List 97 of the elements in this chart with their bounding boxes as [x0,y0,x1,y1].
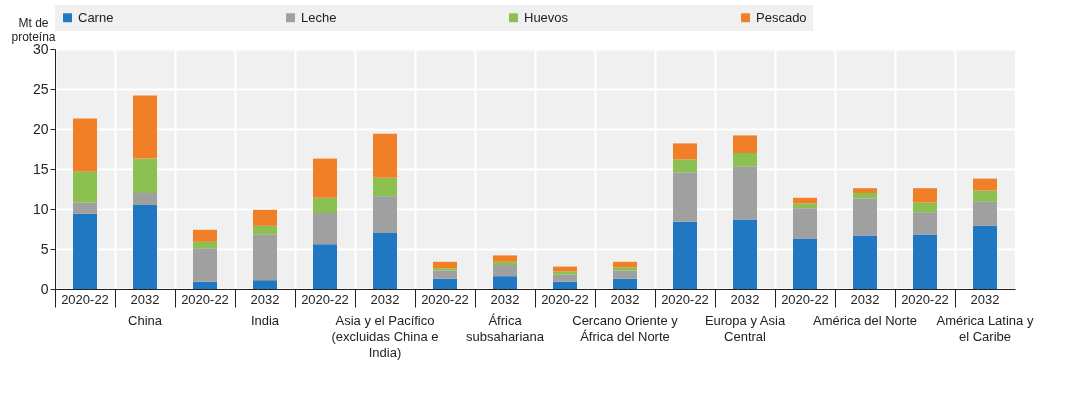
x-tick-label: 2020-22 [661,291,709,307]
bar [253,209,277,226]
bar [73,213,97,289]
bar [973,190,997,202]
x-tick-label: 2032 [250,291,280,307]
bar [313,244,337,289]
bar [433,261,457,269]
y-tick-label: 5 [40,240,49,257]
x-tick-label: 2032 [370,291,400,307]
text: América del Norte [812,313,918,328]
bar [733,153,757,167]
bar [913,234,937,289]
bar [733,219,757,289]
bar [373,177,397,197]
bar [493,255,517,262]
x-tick-label: 2032 [130,291,160,307]
bar [133,193,157,205]
legend-label: Carne [78,9,114,25]
bar [493,261,517,265]
bar [193,281,217,289]
bar [133,205,157,289]
bar [553,271,577,275]
bar [673,172,697,222]
bar [973,201,997,226]
bar [613,267,637,271]
bar [373,196,397,233]
y-tick-label: 0 [40,280,49,297]
x-tick-label: 2020-22 [61,291,109,307]
legend-label: Huevos [524,9,569,25]
y-tick-label: 15 [32,160,49,177]
x-tick-label: 2032 [970,291,1000,307]
x-tick-label: 2020-22 [181,291,229,307]
bar [673,159,697,173]
text: África subsahariana [465,313,545,344]
bar [253,225,277,235]
bar [493,276,517,289]
text: China [128,313,163,328]
bar [433,270,457,279]
bar [133,95,157,159]
bar [553,281,577,289]
x-tick-label: 2032 [490,291,520,307]
y-tick-label: 10 [32,200,49,217]
bar [373,133,397,178]
x-tick-label: 2032 [850,291,880,307]
x-tick-label: 2020-22 [781,291,829,307]
bar [913,188,937,203]
bar [493,265,517,277]
bar [733,135,757,153]
bar [793,208,817,239]
bar [553,274,577,282]
x-tick-label: 2020-22 [301,291,349,307]
bar [193,241,217,249]
legend-label: Pescado [756,9,807,25]
bar [913,212,937,235]
bar [613,278,637,289]
x-tick-label: 2020-22 [421,291,469,307]
y-tick-label: 20 [32,120,49,137]
x-tick-label: 2020-22 [541,291,589,307]
bar [73,202,97,214]
bar [913,202,937,213]
text: India [250,313,280,328]
text: Europa y Asia Central [704,313,786,344]
x-tick-label: 2032 [730,291,760,307]
bar [313,197,337,213]
bar [613,270,637,279]
text: América Latina y el Caribe [936,313,1034,344]
bar [433,268,457,271]
bar [193,229,217,242]
text: Cercano Oriente y África del Norte [572,313,679,344]
legend-label: Leche [301,9,337,25]
bar [253,280,277,289]
bar [793,197,817,204]
bar [73,171,97,203]
bar [433,278,457,289]
x-tick-label: 2020-22 [901,291,949,307]
bar [973,225,997,289]
bar [853,235,877,289]
text: Asia y el Pacífico (excluidas China e India) [331,313,439,360]
bar [373,233,397,289]
bar [613,261,637,268]
bar [793,238,817,289]
bar [853,188,877,193]
bar [793,203,817,209]
bar [733,166,757,220]
bar [313,158,337,198]
bar [853,198,877,236]
bar [673,221,697,289]
bar [193,248,217,282]
bar [73,118,97,172]
bar [313,213,337,245]
bar [673,143,697,160]
bar [133,158,157,193]
x-tick-label: 2032 [610,291,640,307]
y-tick-label: 25 [32,80,49,97]
bar [973,178,997,191]
bar [853,193,877,199]
bar [253,234,277,281]
